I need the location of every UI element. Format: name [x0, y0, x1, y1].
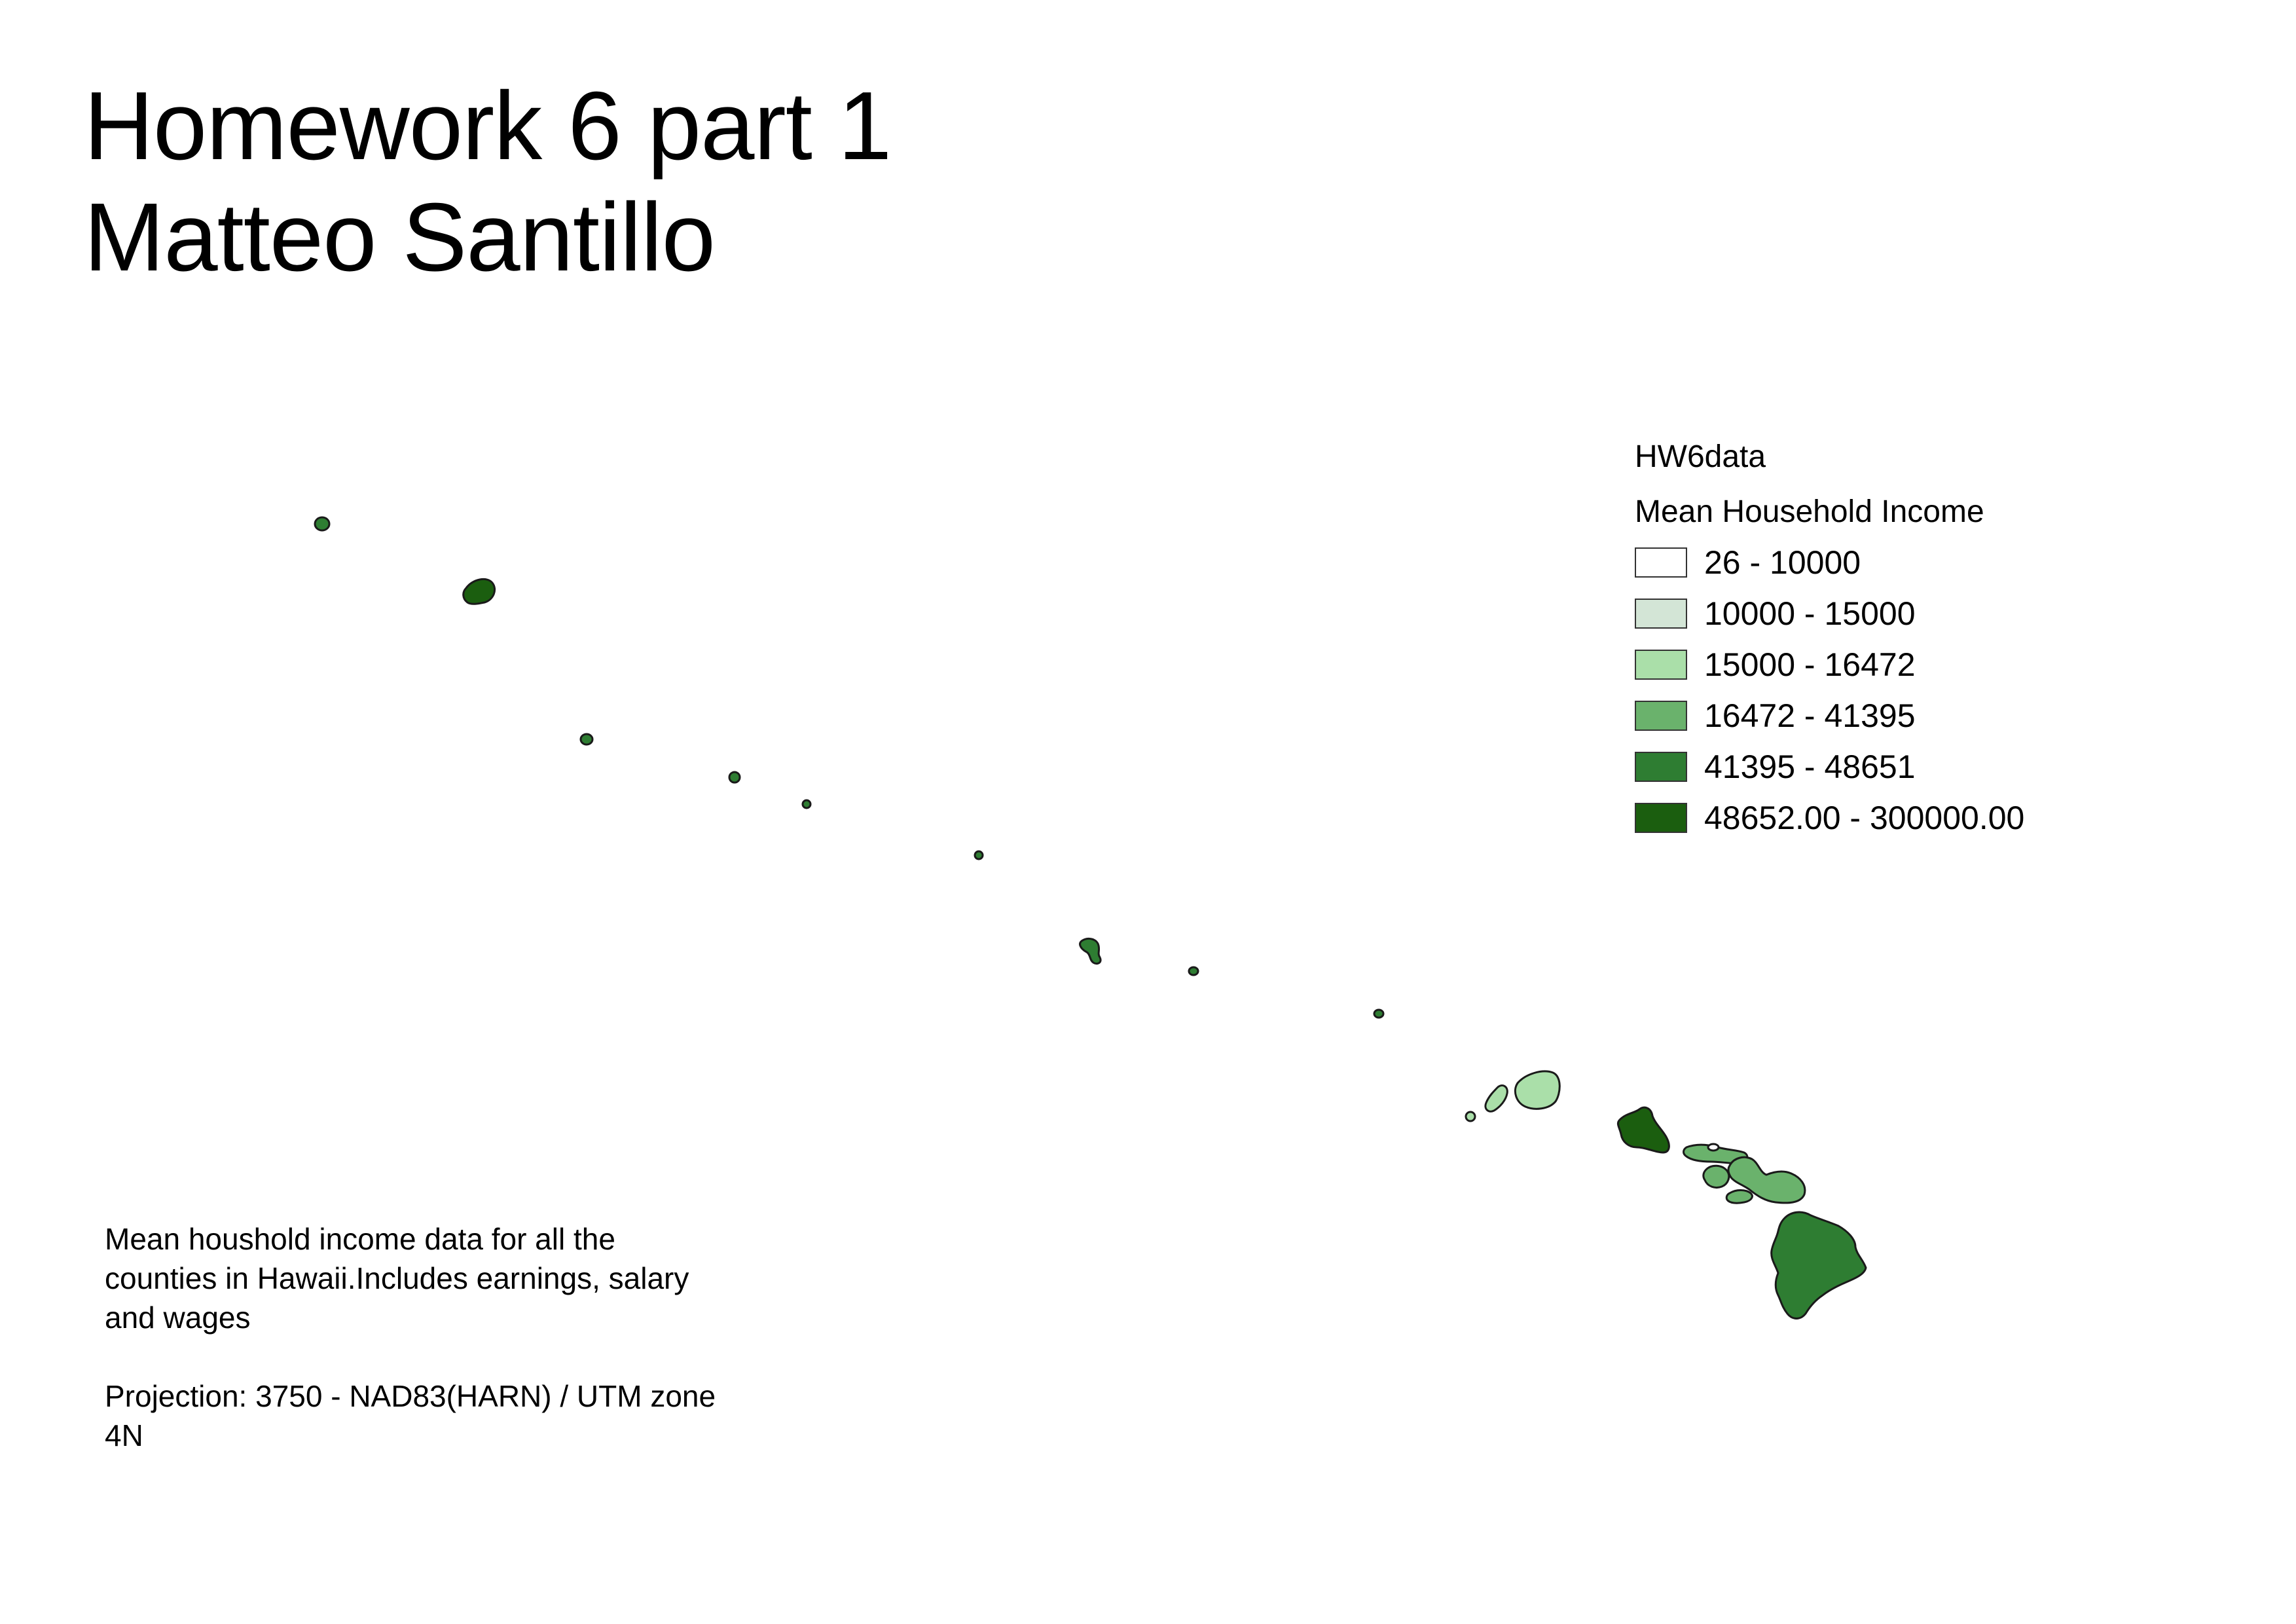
legend-label: 16472 - 41395: [1704, 697, 1916, 734]
map-feature: [801, 799, 812, 809]
legend-item: 10000 - 15000: [1635, 588, 2024, 639]
data-description: Mean houshold income data for all the co…: [105, 1222, 689, 1335]
legend-item: 26 - 10000: [1635, 537, 2024, 588]
map-feature: [974, 850, 984, 860]
map-feature: [1725, 1189, 1753, 1204]
map-feature: [1727, 1156, 1806, 1204]
map-feature: [1707, 1143, 1720, 1152]
map-feature: [314, 516, 331, 532]
legend-swatch: [1635, 803, 1687, 833]
map-feature: [1188, 966, 1199, 976]
legend-swatch: [1635, 752, 1687, 782]
legend-item: 41395 - 48651: [1635, 741, 2024, 792]
map-feature: [1616, 1106, 1670, 1154]
legend-item: 16472 - 41395: [1635, 690, 2024, 741]
legend-label: 26 - 10000: [1704, 544, 1861, 581]
legend-swatch: [1635, 547, 1687, 578]
title-line-2: Matteo Santillo: [84, 183, 716, 291]
map-feature: [1770, 1211, 1867, 1320]
title-line-1: Homework 6 part 1: [84, 72, 892, 180]
map-feature: [579, 733, 594, 746]
map-feature: [1702, 1164, 1730, 1189]
map-feature: [728, 771, 741, 784]
legend-layer-name: HW6data: [1635, 439, 1766, 474]
map-feature: [1079, 938, 1102, 965]
legend-field-title: Mean Household Income: [1635, 494, 1984, 529]
legend-label: 41395 - 48651: [1704, 748, 1916, 785]
map-feature: [1373, 1008, 1385, 1019]
legend: HW6data Mean Household Income 26 - 10000…: [1635, 439, 2024, 843]
legend-label: 48652.00 - 300000.00: [1704, 800, 2025, 836]
map-title: Homework 6 part 1 Matteo Santillo: [84, 71, 892, 293]
map-feature: [1465, 1111, 1476, 1122]
map-notes: Mean houshold income data for all the co…: [105, 1219, 733, 1494]
map-feature: [462, 578, 496, 605]
map-feature: [1484, 1084, 1508, 1113]
legend-item: 15000 - 16472: [1635, 639, 2024, 690]
legend-item: 48652.00 - 300000.00: [1635, 792, 2024, 843]
legend-swatch: [1635, 701, 1687, 731]
legend-label: 10000 - 15000: [1704, 595, 1916, 632]
legend-swatch: [1635, 650, 1687, 680]
projection-note: Projection: 3750 - NAD83(HARN) / UTM zon…: [105, 1379, 716, 1452]
legend-swatch: [1635, 599, 1687, 629]
legend-label: 15000 - 16472: [1704, 646, 1916, 683]
map-feature: [1514, 1070, 1561, 1110]
